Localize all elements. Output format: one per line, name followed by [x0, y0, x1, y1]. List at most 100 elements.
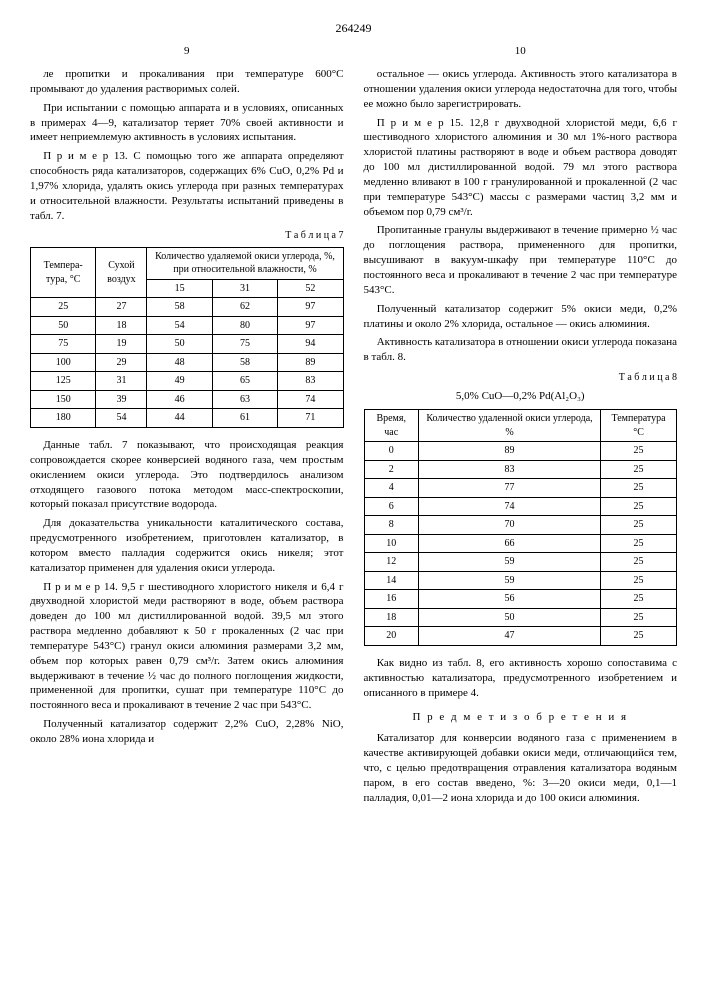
table-cell: 61	[212, 409, 277, 428]
table-cell: 14	[364, 571, 418, 590]
table-cell: 100	[31, 353, 96, 372]
paragraph: П р и м е р 13. С помощью того же аппара…	[30, 149, 344, 223]
table-8-caption: 5,0% CuO—0,2% Pd(Al₂O₃)	[364, 389, 678, 404]
table-cell: 16	[364, 590, 418, 609]
table-cell: 25	[601, 479, 677, 498]
table-cell: 59	[418, 571, 600, 590]
table-8-label: Т а б л и ц а 8	[364, 371, 678, 385]
table-cell: 80	[212, 316, 277, 335]
table-row: 87025	[364, 516, 677, 535]
table-cell: 20	[364, 627, 418, 646]
table-row: 15039466374	[31, 390, 344, 409]
table-cell: 2	[364, 460, 418, 479]
paragraph: ле пропитки и прокаливания при температу…	[30, 67, 344, 97]
table-cell: 31	[96, 372, 147, 391]
table-cell: 25	[601, 553, 677, 572]
table-row: 5018548097	[31, 316, 344, 335]
paragraph: П р и м е р 14. 9,5 г шестиводного хлори…	[30, 580, 344, 714]
paragraph: Активность катализатора в отношении окис…	[364, 335, 678, 365]
table-cell: 19	[96, 335, 147, 354]
paragraph: Пропитанные гранулы выдерживают в течени…	[364, 223, 678, 297]
paragraph: При испытании с помощью аппарата и в усл…	[30, 101, 344, 146]
table-cell: 49	[147, 372, 212, 391]
table-cell: 25	[601, 442, 677, 461]
section-title: П р е д м е т и з о б р е т е н и я	[364, 710, 678, 725]
table-cell: 25	[601, 608, 677, 627]
table-row: 28325	[364, 460, 677, 479]
table-cell: 59	[418, 553, 600, 572]
table-cell: 25	[601, 534, 677, 553]
paragraph: Как видно из табл. 8, его активность хор…	[364, 656, 678, 701]
table-cell: 63	[212, 390, 277, 409]
table-header: Темпера- тура, °С	[31, 247, 96, 298]
table-cell: 4	[364, 479, 418, 498]
table-7: Темпера- тура, °С Сухой воздух Количеств…	[30, 247, 344, 428]
table-cell: 83	[278, 372, 343, 391]
table-cell: 74	[278, 390, 343, 409]
table-header: Сухой воздух	[96, 247, 147, 298]
table-cell: 44	[147, 409, 212, 428]
table-cell: 54	[96, 409, 147, 428]
table-cell: 77	[418, 479, 600, 498]
table-cell: 46	[147, 390, 212, 409]
page-number-left: 9	[30, 44, 344, 59]
table-row: 185025	[364, 608, 677, 627]
paragraph: П р и м е р 15. 12,8 г двухводной хлорис…	[364, 116, 678, 220]
table-cell: 50	[31, 316, 96, 335]
table-row: 18054446171	[31, 409, 344, 428]
paragraph: Для доказательства уникальности каталити…	[30, 516, 344, 575]
table-cell: 58	[147, 298, 212, 317]
left-column: 9 ле пропитки и прокаливания при темпера…	[30, 44, 344, 809]
table-cell: 150	[31, 390, 96, 409]
table-row: 7519507594	[31, 335, 344, 354]
table-cell: 50	[418, 608, 600, 627]
page-number-right: 10	[364, 44, 678, 59]
table-cell: 25	[601, 571, 677, 590]
table-cell: 25	[601, 590, 677, 609]
table-cell: 75	[212, 335, 277, 354]
paragraph: Данные табл. 7 показывают, что происходя…	[30, 438, 344, 512]
table-8-body: 0892528325477256742587025106625125925145…	[364, 442, 677, 646]
table-header: Количество удаленной окиси углерода, %	[418, 410, 600, 442]
table-cell: 25	[601, 460, 677, 479]
table-cell: 97	[278, 316, 343, 335]
table-row: 204725	[364, 627, 677, 646]
table-cell: 50	[147, 335, 212, 354]
table-row: 12531496583	[31, 372, 344, 391]
table-header: Время, час	[364, 410, 418, 442]
table-header: Количество удаляемой окиси углерода, %, …	[147, 247, 343, 279]
table-row: 106625	[364, 534, 677, 553]
table-cell: 62	[212, 298, 277, 317]
document-number: 264249	[30, 20, 677, 36]
paragraph: Катализатор для конверсии водяного газа …	[364, 731, 678, 805]
table-header: 52	[278, 279, 343, 298]
table-row: 08925	[364, 442, 677, 461]
table-cell: 89	[278, 353, 343, 372]
table-cell: 18	[364, 608, 418, 627]
table-header: Температура °С	[601, 410, 677, 442]
table-cell: 125	[31, 372, 96, 391]
table-cell: 25	[601, 516, 677, 535]
table-cell: 65	[212, 372, 277, 391]
table-cell: 25	[31, 298, 96, 317]
table-8: Время, час Количество удаленной окиси уг…	[364, 409, 678, 646]
table-cell: 56	[418, 590, 600, 609]
table-cell: 74	[418, 497, 600, 516]
table-row: 10029485889	[31, 353, 344, 372]
table-cell: 66	[418, 534, 600, 553]
table-cell: 97	[278, 298, 343, 317]
table-cell: 25	[601, 627, 677, 646]
paragraph: остальное — окись углерода. Активность э…	[364, 67, 678, 112]
table-cell: 94	[278, 335, 343, 354]
table-row: 2527586297	[31, 298, 344, 317]
table-cell: 70	[418, 516, 600, 535]
right-column: 10 остальное — окись углерода. Активност…	[364, 44, 678, 809]
table-header: 31	[212, 279, 277, 298]
two-column-layout: 9 ле пропитки и прокаливания при темпера…	[30, 44, 677, 809]
table-cell: 180	[31, 409, 96, 428]
table-cell: 25	[601, 497, 677, 516]
table-cell: 0	[364, 442, 418, 461]
table-cell: 12	[364, 553, 418, 572]
table-cell: 48	[147, 353, 212, 372]
table-cell: 6	[364, 497, 418, 516]
